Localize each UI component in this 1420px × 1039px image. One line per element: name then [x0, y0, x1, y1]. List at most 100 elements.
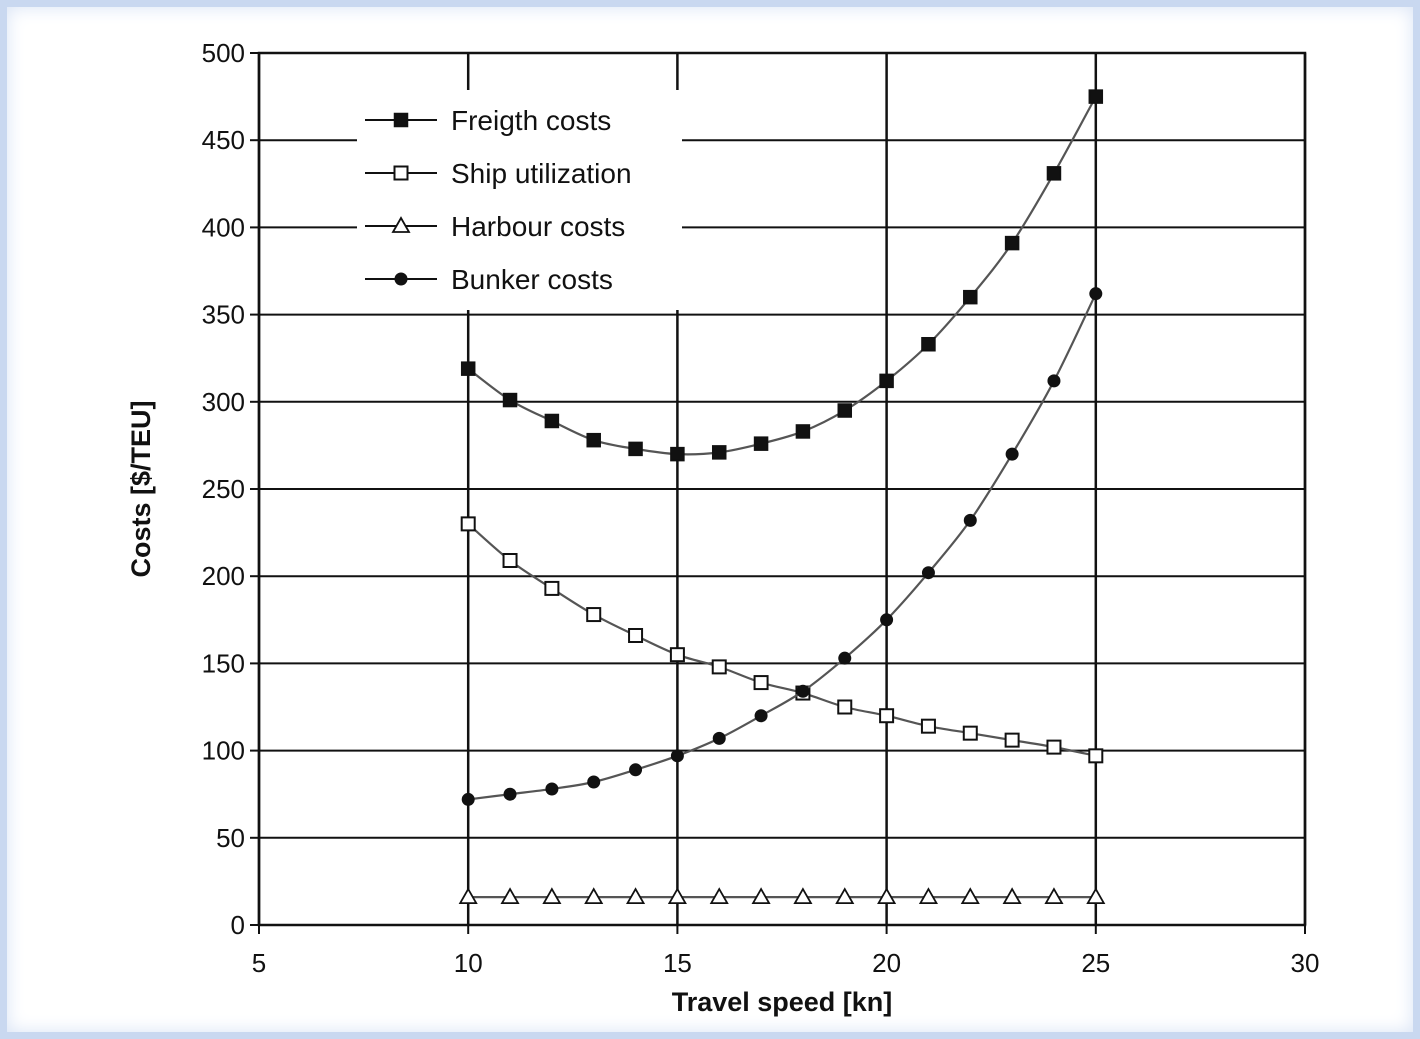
- data-point: [880, 613, 894, 627]
- x-tick-label: 5: [252, 948, 266, 978]
- data-point: [542, 887, 562, 904]
- data-point: [460, 516, 476, 532]
- data-point: [1046, 166, 1062, 181]
- data-point: [391, 216, 411, 233]
- data-point: [461, 792, 475, 806]
- data-point: [544, 413, 560, 429]
- data-point: [709, 887, 729, 904]
- data-point: [1047, 374, 1061, 388]
- data-point: [838, 651, 852, 665]
- legend-label: Freigth costs: [451, 105, 611, 136]
- legend-label: Harbour costs: [451, 211, 625, 242]
- series-line: [468, 293, 1097, 801]
- data-point: [586, 607, 602, 623]
- data-point: [1004, 235, 1020, 251]
- x-tick-label: 30: [1291, 948, 1320, 978]
- y-tick-label: 350: [202, 300, 245, 330]
- data-point: [963, 513, 977, 527]
- legend-label: Bunker costs: [451, 264, 613, 295]
- series-freigth-costs: [460, 89, 1104, 462]
- series-harbour-costs: [458, 887, 1106, 904]
- legend: Freigth costs Ship utilization Harbour cos…: [357, 90, 682, 310]
- data-point: [751, 887, 771, 904]
- data-point: [879, 373, 894, 389]
- data-point: [545, 782, 559, 796]
- data-point: [711, 659, 727, 675]
- data-point: [1089, 287, 1103, 301]
- data-point: [1046, 739, 1062, 755]
- data-point: [458, 887, 478, 904]
- data-point: [879, 708, 895, 724]
- data-point: [960, 887, 980, 904]
- data-point: [1088, 89, 1104, 104]
- data-point: [626, 887, 646, 904]
- y-tick-label: 400: [202, 212, 245, 242]
- data-point: [753, 436, 769, 451]
- data-point: [921, 566, 935, 580]
- data-point: [667, 887, 687, 904]
- data-point: [586, 432, 601, 448]
- y-tick-label: 50: [216, 823, 245, 853]
- data-point: [393, 112, 409, 128]
- data-point: [629, 763, 643, 777]
- data-point: [877, 887, 897, 904]
- data-point: [793, 887, 813, 904]
- data-point: [628, 441, 643, 457]
- x-axis-title: Travel speed [kn]: [672, 987, 893, 1017]
- y-tick-label: 250: [202, 474, 245, 504]
- data-point: [669, 647, 685, 663]
- y-tick-label: 500: [202, 38, 245, 68]
- data-point: [963, 289, 978, 305]
- legend-item: Ship utilization: [365, 158, 632, 189]
- data-point: [393, 165, 409, 181]
- chart-frame: 0 50 100 150 200 250 300 350 400 450 500 5 10 15 20 25 3…: [7, 7, 1413, 1032]
- data-point: [1004, 732, 1020, 748]
- data-point: [502, 392, 518, 408]
- chart: 0 50 100 150 200 250 300 350 400 450 500 5 10 15 20 25 3…: [126, 38, 1320, 1017]
- series-line: [467, 523, 1097, 757]
- data-point: [837, 403, 853, 418]
- legend-item: Freigth costs: [365, 105, 611, 136]
- data-point: [711, 445, 727, 460]
- x-tick-label: 25: [1081, 948, 1110, 978]
- y-tick-label: 200: [202, 561, 245, 591]
- data-point: [1002, 887, 1022, 904]
- y-axis-title: Costs [$/TEU]: [126, 400, 156, 577]
- legend-label: Ship utilization: [451, 158, 632, 189]
- data-point: [921, 336, 936, 352]
- legend-background: [357, 90, 682, 310]
- y-tick-label: 0: [231, 910, 245, 940]
- data-point: [796, 684, 810, 698]
- data-point: [587, 775, 601, 789]
- legend-item: Bunker costs: [365, 264, 613, 295]
- data-point: [920, 718, 936, 734]
- data-point: [500, 887, 520, 904]
- data-point: [837, 699, 853, 715]
- series-bunker-costs: [461, 287, 1103, 806]
- data-point: [753, 675, 769, 691]
- data-point: [460, 361, 476, 376]
- data-point: [918, 887, 938, 904]
- data-point: [1044, 887, 1064, 904]
- data-point: [754, 709, 768, 723]
- legend-item: Harbour costs: [365, 211, 625, 242]
- tick-labels: 0 50 100 150 200 250 300 350 400 450 500 5 10 15 20 25 3…: [202, 38, 1320, 978]
- data-point: [544, 580, 560, 596]
- data-point: [628, 627, 644, 643]
- data-point: [1088, 748, 1104, 764]
- data-point: [670, 446, 685, 462]
- data-point: [670, 749, 684, 763]
- data-point: [795, 424, 811, 439]
- data-point: [962, 725, 978, 741]
- data-point: [502, 553, 518, 569]
- x-tick-label: 10: [454, 948, 483, 978]
- data-point: [503, 787, 517, 801]
- data-point: [394, 272, 408, 286]
- data-point: [712, 731, 726, 745]
- data-point: [1005, 447, 1019, 461]
- y-tick-label: 300: [202, 387, 245, 417]
- data-point: [584, 887, 604, 904]
- y-tick-label: 150: [202, 648, 245, 678]
- data-point: [1086, 887, 1106, 904]
- series-ship-utilization: [460, 516, 1104, 764]
